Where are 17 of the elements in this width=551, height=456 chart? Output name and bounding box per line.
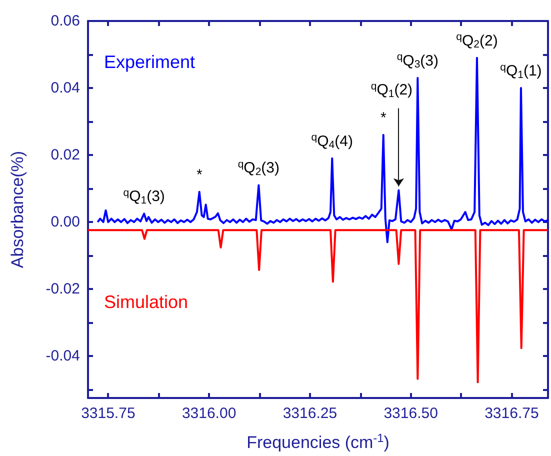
x-tick-label: 3316.25 [282,405,338,422]
y-tick-label: 0.04 [50,80,80,97]
y-tick-label: 0.00 [50,214,80,231]
x-tick-label: 3315.75 [81,405,136,422]
y-axis-title: Absorbance(%) [8,150,27,268]
text: Experiment [104,52,196,72]
y-tick-label: -0.02 [46,280,80,298]
line-series [87,229,549,384]
y-tick-label: 0.02 [50,146,80,164]
y-tick-label: 0.06 [50,12,80,30]
annotation: * [196,166,202,184]
x-tick-label: 3316.50 [384,405,438,422]
y-tick-label: -0.04 [46,348,80,365]
annotation: * [380,109,386,126]
x-tick-label: 3316.00 [182,405,236,422]
text: Simulation [104,292,188,312]
x-tick-label: 3316.75 [484,405,539,422]
